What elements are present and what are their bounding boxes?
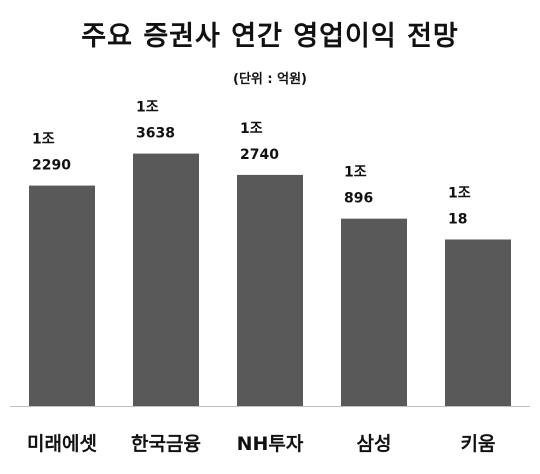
x-tick-label-0: 미래에셋 — [27, 433, 97, 455]
data-label-1-0: 1조 — [136, 100, 159, 116]
x-tick-label-4: 키움 — [461, 433, 496, 455]
data-label-2-1: 2740 — [240, 147, 279, 163]
x-tick-label-3: 삼성 — [357, 433, 392, 455]
data-label-4-0: 1조 — [448, 185, 471, 201]
bars-group — [29, 153, 511, 406]
x-tick-labels-group: 미래에셋 한국금융 NH투자 삼성 키움 — [27, 433, 495, 455]
bar-4 — [445, 239, 511, 406]
data-label-0-0: 1조 — [32, 132, 55, 148]
bar-3 — [341, 218, 407, 406]
data-label-3-0: 1조 — [344, 165, 367, 181]
data-labels-group: 1조 2290 1조 3638 1조 2740 1조 896 1조 18 — [32, 100, 471, 228]
data-label-3-1: 896 — [344, 191, 373, 207]
data-label-4-1: 18 — [448, 211, 467, 227]
chart-title: 주요 증권사 연간 영업이익 전망 — [81, 21, 459, 52]
data-label-2-0: 1조 — [240, 121, 263, 137]
x-tick-label-1: 한국금융 — [131, 433, 201, 455]
bar-0 — [29, 185, 95, 406]
chart-subtitle: (단위 : 억원) — [233, 72, 307, 87]
x-tick-label-2: NH투자 — [237, 433, 304, 455]
bar-2 — [237, 174, 303, 406]
data-label-0-1: 2290 — [32, 158, 71, 174]
bar-1 — [133, 153, 199, 406]
data-label-1-1: 3638 — [136, 126, 175, 142]
